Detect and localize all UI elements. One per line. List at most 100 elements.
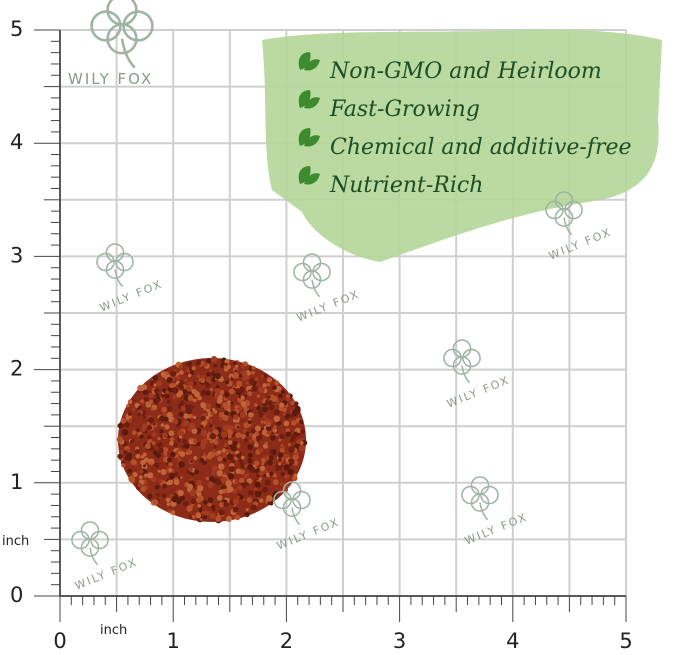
seed bbox=[223, 442, 228, 448]
leaf-icon bbox=[298, 90, 320, 109]
seed bbox=[208, 368, 213, 373]
seed bbox=[259, 465, 266, 471]
seed bbox=[258, 386, 265, 393]
seed bbox=[234, 514, 241, 521]
seed bbox=[279, 482, 284, 486]
seed bbox=[155, 452, 162, 459]
seed bbox=[183, 500, 189, 507]
clover-icon bbox=[90, 0, 154, 69]
petal bbox=[545, 200, 564, 220]
seed bbox=[201, 375, 205, 379]
seed bbox=[264, 481, 269, 486]
seed bbox=[285, 474, 290, 479]
stem bbox=[291, 507, 301, 526]
seed bbox=[187, 483, 194, 490]
seed bbox=[143, 397, 149, 402]
seed bbox=[221, 448, 227, 453]
feature-item: Nutrient-Rich bbox=[298, 166, 483, 198]
seed bbox=[132, 472, 138, 478]
seed bbox=[255, 434, 263, 441]
seed bbox=[285, 431, 291, 437]
seed bbox=[287, 443, 291, 447]
seed bbox=[171, 496, 178, 503]
seed bbox=[177, 489, 184, 497]
seed bbox=[298, 444, 306, 452]
seed bbox=[294, 405, 301, 412]
seed bbox=[140, 455, 144, 459]
seed bbox=[221, 476, 227, 483]
seed bbox=[240, 395, 245, 400]
seed bbox=[184, 378, 188, 382]
seed bbox=[295, 427, 300, 432]
seed bbox=[194, 469, 200, 475]
seed bbox=[296, 433, 300, 437]
seed bbox=[258, 469, 265, 476]
seed bbox=[180, 405, 187, 411]
seed bbox=[128, 475, 135, 483]
seed bbox=[156, 395, 160, 400]
seed bbox=[201, 438, 208, 445]
seed bbox=[200, 415, 206, 421]
seed bbox=[221, 453, 227, 458]
stem bbox=[120, 38, 136, 69]
seed bbox=[139, 434, 144, 439]
seed bbox=[121, 429, 129, 436]
seed bbox=[266, 382, 271, 387]
seed bbox=[196, 359, 203, 366]
seed bbox=[214, 440, 219, 445]
seed bbox=[261, 461, 265, 466]
seed bbox=[293, 401, 299, 407]
seed bbox=[245, 402, 249, 406]
seed bbox=[151, 441, 156, 445]
seed bbox=[247, 444, 254, 450]
seed bbox=[179, 475, 183, 480]
seed bbox=[187, 395, 194, 402]
clover-icon bbox=[461, 476, 499, 521]
seed bbox=[239, 411, 247, 419]
seed bbox=[116, 436, 123, 443]
seed bbox=[184, 404, 189, 408]
seed bbox=[245, 482, 249, 486]
clover-icon bbox=[273, 481, 311, 526]
seed bbox=[151, 431, 157, 437]
seed bbox=[222, 414, 229, 422]
seed bbox=[130, 439, 134, 444]
seed bbox=[243, 438, 249, 443]
y-label: 1 bbox=[10, 470, 23, 494]
seed bbox=[236, 425, 240, 429]
seed bbox=[196, 513, 201, 518]
seed bbox=[257, 409, 263, 415]
seed bbox=[182, 438, 187, 444]
seed bbox=[205, 416, 210, 420]
seed bbox=[247, 420, 252, 425]
seed bbox=[167, 399, 171, 404]
seed bbox=[145, 401, 149, 405]
seed bbox=[187, 404, 192, 409]
y-unit: inch bbox=[2, 534, 29, 549]
seed bbox=[189, 422, 196, 430]
seed bbox=[282, 407, 287, 413]
seed bbox=[124, 421, 130, 428]
seed bbox=[265, 433, 269, 437]
seed bbox=[268, 455, 274, 461]
seed bbox=[216, 470, 223, 477]
seed bbox=[167, 479, 173, 486]
seed bbox=[219, 417, 223, 421]
petal bbox=[80, 538, 100, 557]
seed bbox=[200, 443, 207, 450]
seed bbox=[199, 457, 204, 462]
seed bbox=[170, 452, 176, 457]
x-label: 0 bbox=[53, 629, 66, 653]
seed bbox=[240, 433, 246, 440]
seed bbox=[206, 358, 212, 364]
seed bbox=[200, 430, 208, 437]
seed bbox=[253, 487, 258, 491]
feature-text: Nutrient-Rich bbox=[329, 173, 483, 198]
seed bbox=[150, 476, 158, 483]
seed bbox=[176, 392, 182, 398]
seed bbox=[236, 404, 243, 411]
seed bbox=[223, 501, 229, 507]
seed bbox=[268, 404, 275, 411]
seed bbox=[217, 455, 223, 462]
